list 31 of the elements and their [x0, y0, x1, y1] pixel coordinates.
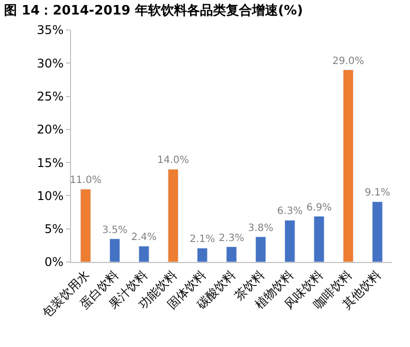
- y-tick-label: 25%: [36, 89, 64, 104]
- bar: [342, 70, 354, 262]
- bar: [372, 201, 383, 262]
- bar: [226, 246, 237, 262]
- y-tick-label: 10%: [36, 188, 64, 203]
- data-label: 29.0%: [332, 56, 364, 67]
- data-label: 3.5%: [102, 224, 128, 236]
- data-label: 2.4%: [131, 232, 157, 244]
- y-tick-label: 30%: [36, 56, 64, 70]
- data-label: 6.9%: [306, 202, 332, 214]
- bar: [138, 246, 150, 262]
- bar: [80, 188, 91, 262]
- chart-title: 图 14：2014-2019 年软饮料各品类复合增速(%): [4, 2, 303, 18]
- data-label: 6.3%: [277, 206, 303, 218]
- bar: [314, 216, 324, 262]
- bar: [196, 248, 208, 262]
- y-tick-label: 15%: [36, 156, 64, 170]
- bar: [109, 238, 120, 262]
- bar: [168, 168, 178, 262]
- data-label: 3.8%: [248, 222, 274, 234]
- bar: [284, 220, 296, 262]
- y-tick-label: 20%: [36, 122, 64, 137]
- data-label: 2.1%: [190, 234, 216, 246]
- y-tick-label: 35%: [36, 23, 64, 38]
- y-tick-label: 5%: [44, 222, 64, 236]
- data-label: 11.0%: [70, 175, 102, 186]
- data-label: 2.3%: [218, 232, 244, 244]
- bar: [255, 236, 266, 262]
- data-label: 9.1%: [364, 188, 390, 199]
- y-tick-label: 0%: [44, 255, 64, 270]
- data-label: 14.0%: [157, 155, 190, 166]
